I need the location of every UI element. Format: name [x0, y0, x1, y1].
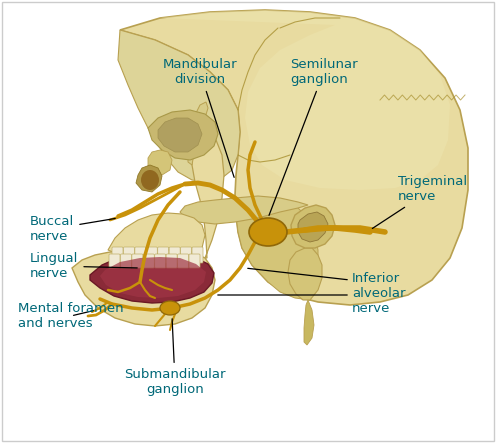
FancyBboxPatch shape — [155, 254, 166, 268]
Polygon shape — [288, 248, 322, 300]
Text: Mental foramen
and nerves: Mental foramen and nerves — [18, 302, 124, 330]
Text: Trigeminal
nerve: Trigeminal nerve — [372, 175, 467, 229]
FancyBboxPatch shape — [158, 247, 169, 263]
Ellipse shape — [160, 301, 180, 315]
FancyBboxPatch shape — [112, 247, 123, 263]
FancyBboxPatch shape — [132, 254, 143, 268]
Polygon shape — [236, 200, 318, 300]
FancyBboxPatch shape — [109, 254, 120, 268]
Polygon shape — [192, 130, 224, 258]
Polygon shape — [108, 213, 205, 267]
Ellipse shape — [249, 218, 287, 246]
Polygon shape — [148, 150, 172, 175]
FancyBboxPatch shape — [169, 247, 180, 263]
FancyBboxPatch shape — [146, 247, 157, 263]
FancyBboxPatch shape — [124, 247, 134, 263]
Polygon shape — [148, 110, 218, 160]
Text: Inferior
alveolar
nerve: Inferior alveolar nerve — [352, 272, 406, 315]
Polygon shape — [304, 300, 314, 345]
Polygon shape — [160, 10, 450, 190]
FancyBboxPatch shape — [178, 254, 188, 268]
FancyBboxPatch shape — [121, 254, 131, 268]
Polygon shape — [100, 257, 206, 298]
Text: Mandibular
division: Mandibular division — [163, 58, 237, 177]
Text: Lingual
nerve: Lingual nerve — [30, 252, 137, 280]
Text: Semilunar
ganglion: Semilunar ganglion — [269, 58, 358, 215]
Polygon shape — [72, 250, 215, 326]
FancyBboxPatch shape — [135, 247, 146, 263]
FancyBboxPatch shape — [181, 247, 191, 263]
Polygon shape — [291, 205, 335, 248]
Text: Submandibular
ganglion: Submandibular ganglion — [124, 319, 226, 396]
Polygon shape — [188, 102, 208, 165]
Polygon shape — [90, 254, 214, 303]
Polygon shape — [180, 196, 308, 224]
Polygon shape — [120, 10, 468, 305]
FancyBboxPatch shape — [192, 247, 203, 263]
Polygon shape — [298, 212, 328, 242]
Polygon shape — [118, 30, 240, 182]
FancyBboxPatch shape — [143, 254, 154, 268]
Polygon shape — [158, 118, 202, 152]
Polygon shape — [136, 165, 162, 192]
Ellipse shape — [141, 170, 159, 190]
FancyBboxPatch shape — [189, 254, 200, 268]
Text: Buccal
nerve: Buccal nerve — [30, 215, 115, 243]
FancyBboxPatch shape — [166, 254, 177, 268]
